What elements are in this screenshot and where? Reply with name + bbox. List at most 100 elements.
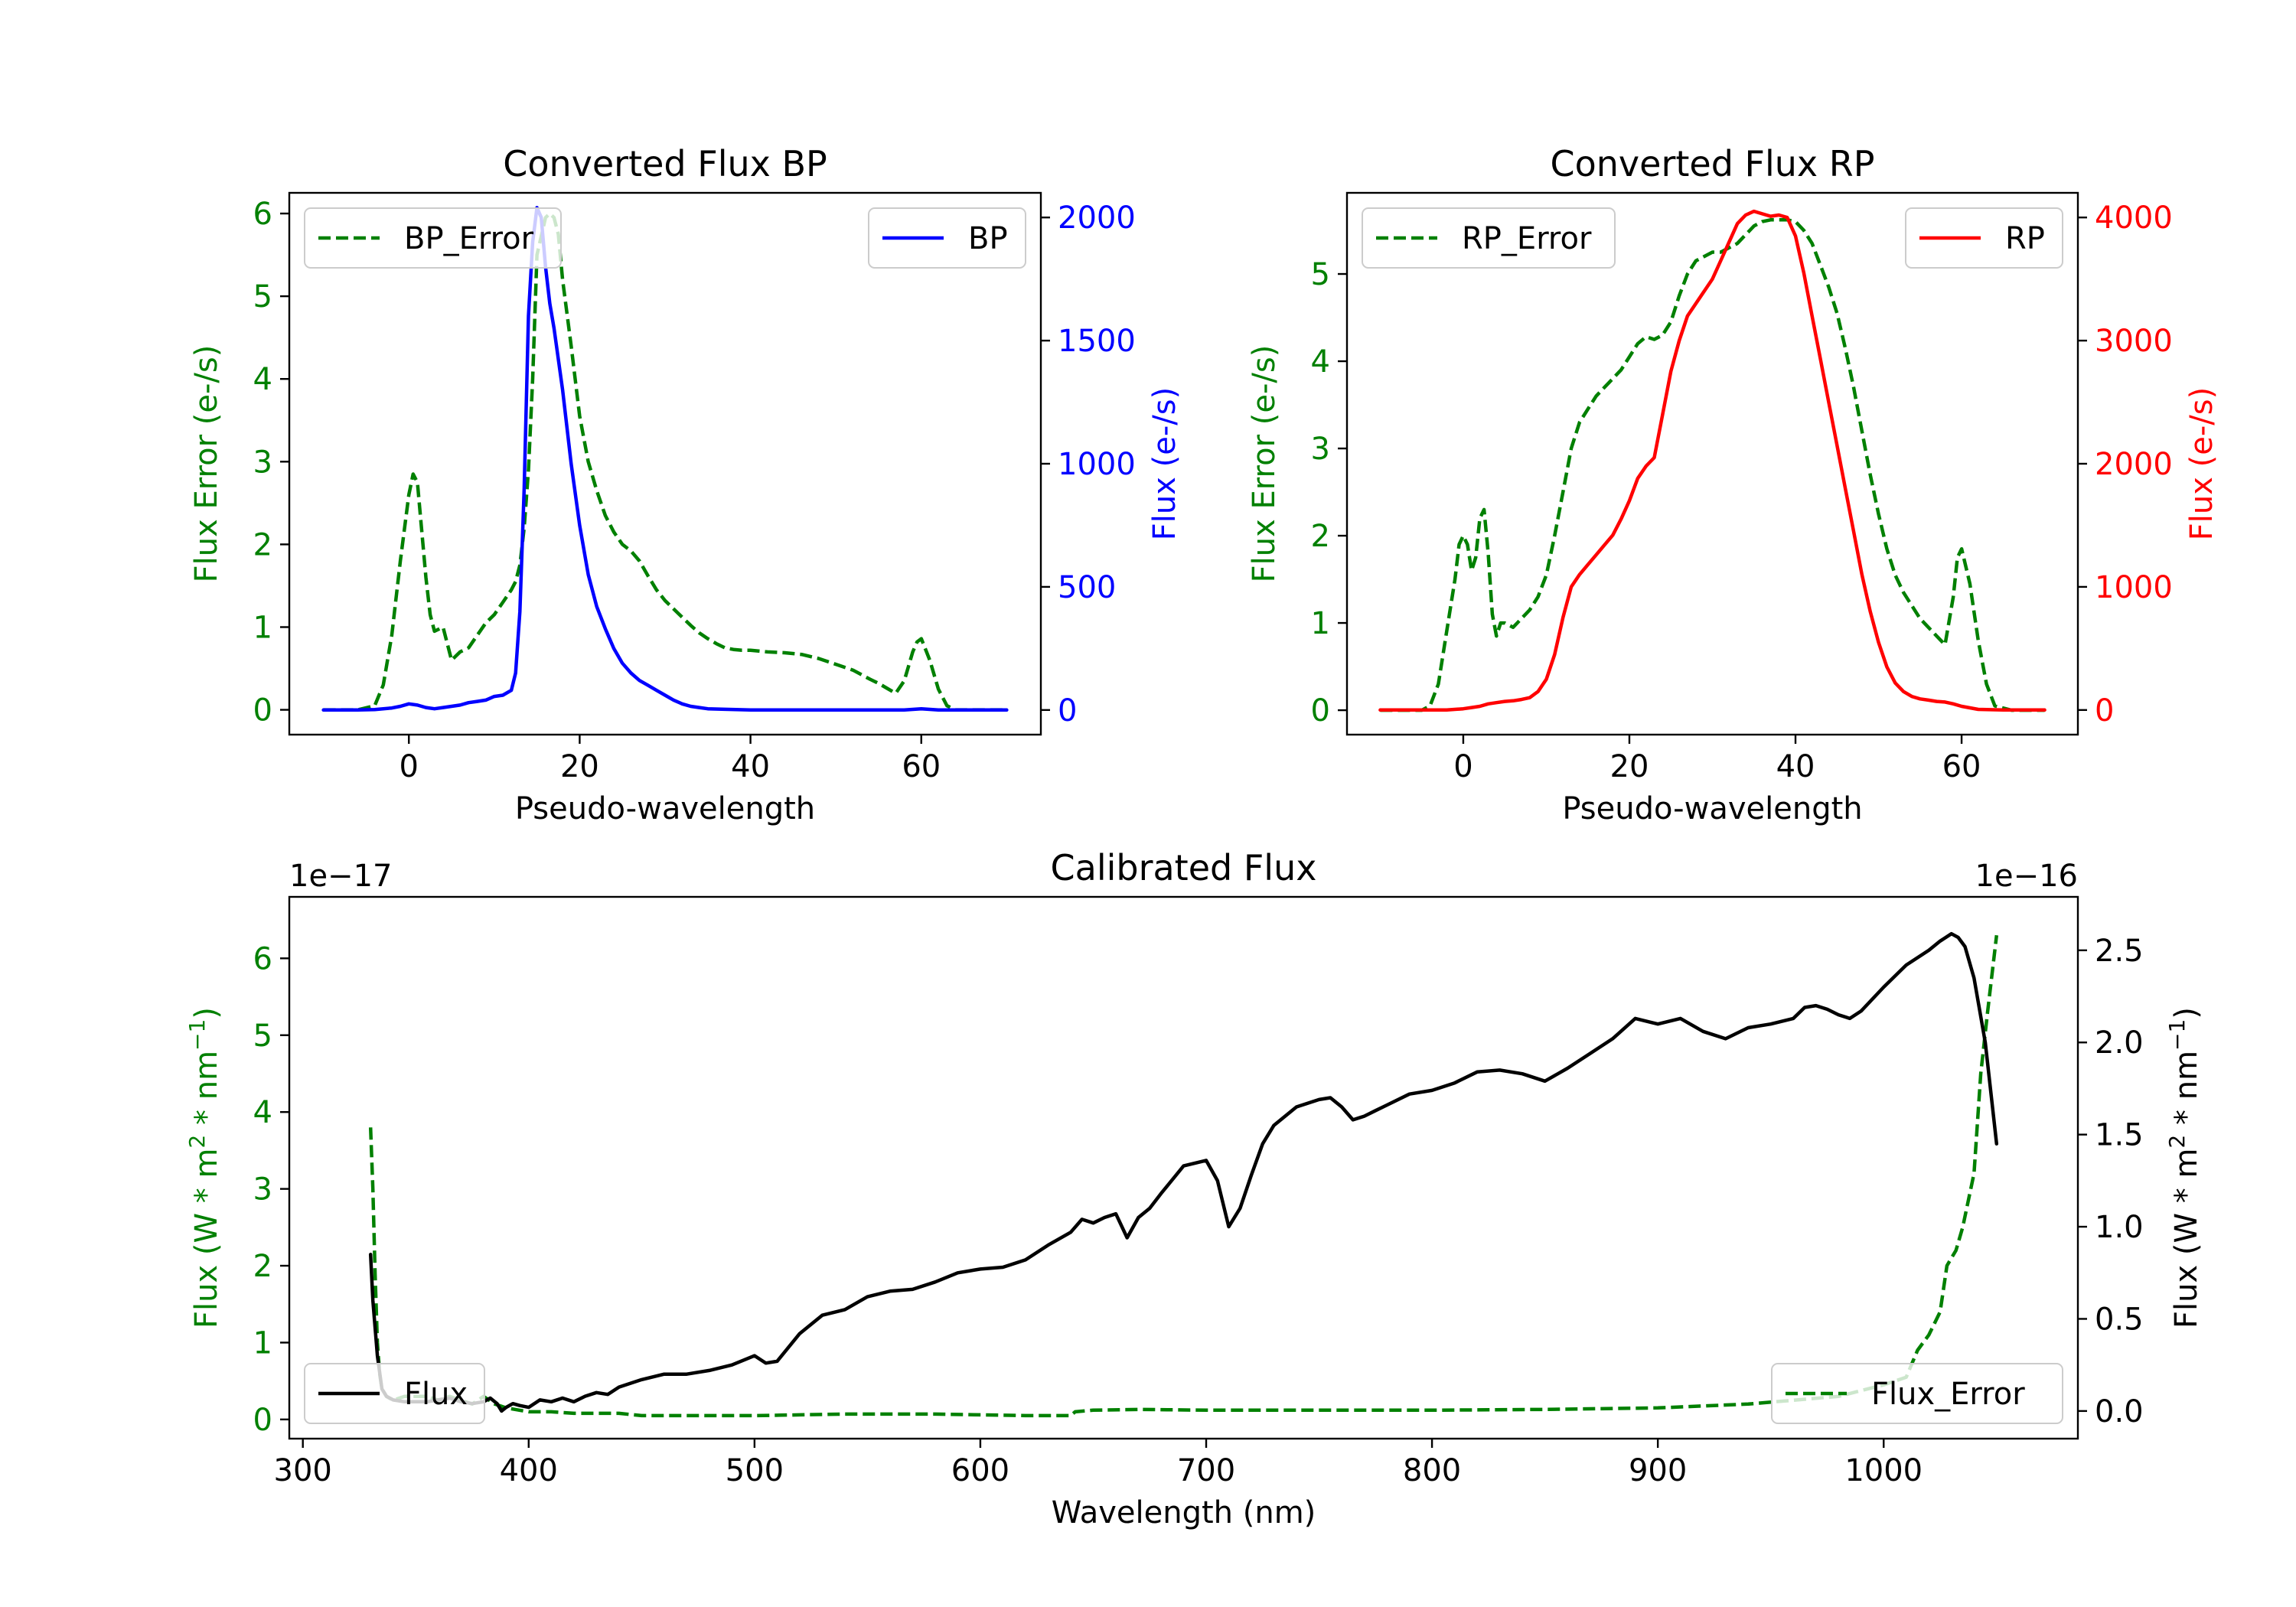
x-tick-label: 60 — [1942, 749, 1981, 784]
y-right-tick-label: 4000 — [2095, 200, 2173, 236]
legend-box — [304, 207, 562, 269]
y-left-tick-label: 5 — [1311, 257, 1330, 292]
y-axis-label-part: * nm — [2169, 1051, 2204, 1135]
y-left-tick-label: 0 — [1311, 693, 1330, 729]
x-tick-label: 300 — [274, 1453, 332, 1488]
y-left-tick-label: 3 — [1311, 432, 1330, 467]
plot-frame — [288, 895, 2079, 1440]
y-right-tick-label: 1000 — [1058, 447, 1136, 482]
y-left-tick-label: 1 — [253, 1325, 272, 1361]
chart-title: Converted Flux BP — [503, 143, 827, 184]
panel-calibrated-flux: 300 400 500 600 700 800 900 1000 0 1 2 3 4 5 6 0.0 0.5 1.… — [184, 847, 2204, 1530]
x-tick-label: 20 — [560, 749, 599, 784]
legend-box — [304, 1363, 485, 1424]
legend-rp: RP — [1905, 207, 2063, 269]
y-right-tick-label: 2.5 — [2095, 934, 2144, 969]
legend-box — [1771, 1363, 2063, 1424]
y-left-tick-label: 2 — [1311, 519, 1330, 554]
y-right-tick-label: 0.5 — [2095, 1302, 2144, 1337]
legend-label-bp: BP — [968, 221, 1008, 256]
y-axis-label-superscript: 2 — [2164, 1135, 2190, 1149]
legend-box — [1905, 207, 2063, 269]
y-left-tick-label: 3 — [253, 1172, 272, 1208]
y-left-tick-label: 4 — [1311, 344, 1330, 380]
x-tick-label: 20 — [1610, 749, 1649, 784]
x-tick-label: 0 — [400, 749, 419, 784]
y-right-tick-label: 2000 — [1058, 200, 1136, 236]
y-left-tick-label: 6 — [253, 197, 272, 232]
y-axis-label-superscript: 2 — [184, 1135, 210, 1149]
y-left-axis-label: Flux Error (e-/s) — [189, 345, 224, 583]
x-tick-label: 500 — [726, 1453, 784, 1488]
y-axis-label-superscript: −1 — [184, 1019, 210, 1051]
y-left-tick-label: 0 — [253, 693, 272, 729]
panel-converted-flux-bp: 0 20 40 6001234560500100015002000Converted … — [189, 143, 1182, 826]
y-right-tick-label: 2000 — [2095, 447, 2173, 482]
y-right-tick-label: 1500 — [1058, 324, 1136, 359]
y-right-tick-label: 1.5 — [2095, 1118, 2144, 1153]
y-right-tick-label: 2.0 — [2095, 1025, 2144, 1061]
y-left-tick-label: 5 — [253, 279, 272, 315]
x-tick-label: 600 — [951, 1453, 1009, 1488]
y-right-axis-label: Flux (e-/s) — [2184, 387, 2219, 540]
series-line-bp-error — [323, 211, 1007, 712]
y-right-axis-label: Flux (W * m2 * nm−1) — [2164, 1007, 2204, 1328]
legend-label-bp-error: BP_Error — [404, 221, 534, 256]
y-left-tick-label: 3 — [253, 445, 272, 480]
y-left-tick-label: 5 — [253, 1019, 272, 1054]
series-line-rp — [1378, 209, 2047, 712]
series-line-bp — [321, 206, 1009, 712]
y-right-axis-label: Flux (e-/s) — [1147, 387, 1182, 540]
legend-box — [868, 207, 1026, 269]
y-left-axis-label: Flux Error (e-/s) — [1247, 345, 1282, 583]
y-left-tick-label: 2 — [253, 1249, 272, 1284]
y-right-tick-label: 3000 — [2095, 324, 2173, 359]
x-tick-label: 800 — [1403, 1453, 1461, 1488]
y-left-tick-label: 0 — [253, 1403, 272, 1438]
series-line-rp-error — [1380, 218, 2045, 712]
series-line-flux — [368, 931, 1999, 1413]
y-axis-label-part: Flux (W * m — [189, 1149, 224, 1328]
y-left-tick-label: 4 — [253, 362, 272, 397]
y-right-tick-label: 0 — [2095, 693, 2114, 729]
y-axis-label-part: * nm — [189, 1051, 224, 1135]
y-right-tick-label: 1000 — [2095, 570, 2173, 605]
y-right-tick-label: 0.0 — [2095, 1394, 2144, 1429]
x-tick-label: 40 — [731, 749, 770, 784]
y-left-scale-offset: 1e−17 — [289, 859, 392, 894]
x-axis-label: Wavelength (nm) — [1052, 1495, 1316, 1530]
y-left-tick-label: 1 — [253, 610, 272, 645]
chart-title: Converted Flux RP — [1551, 143, 1875, 184]
x-axis-label: Pseudo-wavelength — [1562, 791, 1862, 826]
y-left-tick-label: 6 — [253, 941, 272, 976]
legend-flux: Flux — [304, 1363, 485, 1424]
legend-label-rp-error: RP_Error — [1462, 221, 1592, 256]
x-tick-label: 0 — [1453, 749, 1473, 784]
y-left-tick-label: 2 — [253, 527, 272, 562]
y-right-tick-label: 500 — [1058, 570, 1116, 605]
legend-box — [1362, 207, 1616, 269]
chart-title: Calibrated Flux — [1051, 847, 1317, 888]
y-right-tick-label: 0 — [1058, 693, 1077, 729]
y-axis-label-part: Flux (W * m — [2169, 1149, 2204, 1328]
y-left-axis-label: Flux (W * m2 * nm−1) — [184, 1007, 224, 1328]
y-right-tick-label: 1.0 — [2095, 1210, 2144, 1245]
x-tick-label: 40 — [1776, 749, 1815, 784]
legend-bp-error: BP_Error — [304, 207, 562, 269]
y-axis-label-superscript: −1 — [2164, 1019, 2190, 1051]
legend-label-flux-error: Flux_Error — [1871, 1377, 2025, 1412]
y-axis-label-part: ) — [189, 1007, 224, 1019]
y-left-tick-label: 1 — [1311, 606, 1330, 641]
legend-rp-error: RP_Error — [1362, 207, 1616, 269]
x-tick-label: 1000 — [1844, 1453, 1923, 1488]
legend-label-flux: Flux — [404, 1377, 468, 1412]
y-axis-label-part: ) — [2169, 1007, 2204, 1019]
y-right-scale-offset: 1e−16 — [1975, 859, 2078, 894]
x-tick-label: 900 — [1629, 1453, 1687, 1488]
x-tick-label: 60 — [902, 749, 941, 784]
legend-label-rp: RP — [2005, 221, 2045, 256]
legend-bp: BP — [868, 207, 1026, 269]
y-left-tick-label: 4 — [253, 1095, 272, 1130]
x-tick-label: 700 — [1177, 1453, 1235, 1488]
